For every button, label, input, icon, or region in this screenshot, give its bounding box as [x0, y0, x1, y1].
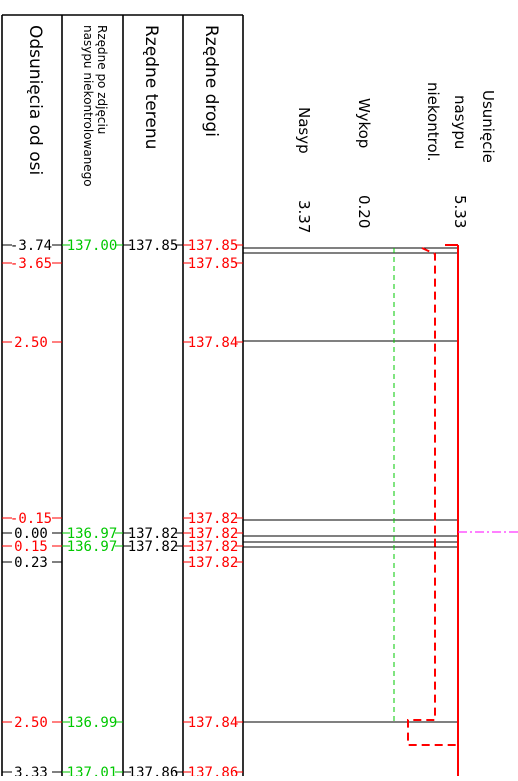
offset-value: 2.50	[14, 715, 48, 731]
road-value: 137.82	[188, 555, 239, 571]
offset-value: 0.00	[14, 526, 48, 542]
offset-value: 0.23	[14, 555, 48, 571]
uncontrolled-value: 137.01	[67, 765, 118, 776]
offset-value: 0.15	[14, 539, 48, 555]
road-value: 137.82	[188, 539, 239, 555]
station-lines	[243, 247, 458, 723]
summary-removal-line1: Usunięcie	[479, 90, 497, 163]
road-value: 137.82	[188, 511, 239, 527]
offset-value: 3.33	[14, 765, 48, 776]
road-value: 137.82	[188, 526, 239, 542]
road-value: 137.84	[188, 715, 239, 731]
summary-removal-line2: nasypu	[451, 95, 469, 149]
header-uncontrolled-line1: Rzędne po zdjęciu	[95, 25, 109, 134]
uncontrolled-value: 137.00	[67, 238, 118, 254]
offset-value: 2.50	[14, 335, 48, 351]
summary-fill-label: Nasyp	[295, 107, 313, 154]
road-value: 137.85	[188, 238, 239, 254]
terrain-value: 137.82	[128, 539, 179, 555]
header-offset: Odsunięcia od osi	[25, 25, 45, 175]
offset-value: -3.65	[10, 256, 52, 272]
header-uncontrolled-line2: nasypu niekontrolowanego	[81, 25, 95, 187]
uncontrolled-value: 136.99	[67, 715, 118, 731]
table-rows: -3.74 137.00 137.85 137.85 -3.65 137.85 2.50 13…	[2, 238, 243, 781]
header-terrain: Rzędne terenu	[141, 25, 161, 149]
removal-boundary-dashed	[407, 247, 458, 746]
terrain-value: 137.86	[128, 765, 179, 776]
summary-fill-value: 3.37	[295, 200, 313, 233]
road-value: 137.84	[188, 335, 239, 351]
terrain-value: 137.85	[128, 238, 179, 254]
uncontrolled-value: 136.97	[67, 526, 118, 542]
offset-value: -3.74	[10, 238, 52, 254]
summary-cut-value: 0.20	[355, 195, 373, 228]
summary-removal-value: 5.33	[451, 195, 469, 228]
summary-removal-line3: niekontrol.	[424, 82, 442, 162]
offset-value: -0.15	[10, 511, 52, 527]
table-frame	[1, 14, 244, 776]
road-value: 137.85	[188, 256, 239, 272]
uncontrolled-value: 136.97	[67, 539, 118, 555]
terrain-value: 137.82	[128, 526, 179, 542]
road-value: 137.86	[188, 765, 239, 776]
summary-cut-label: Wykop	[355, 98, 373, 148]
header-road: Rzędne drogi	[201, 25, 221, 137]
